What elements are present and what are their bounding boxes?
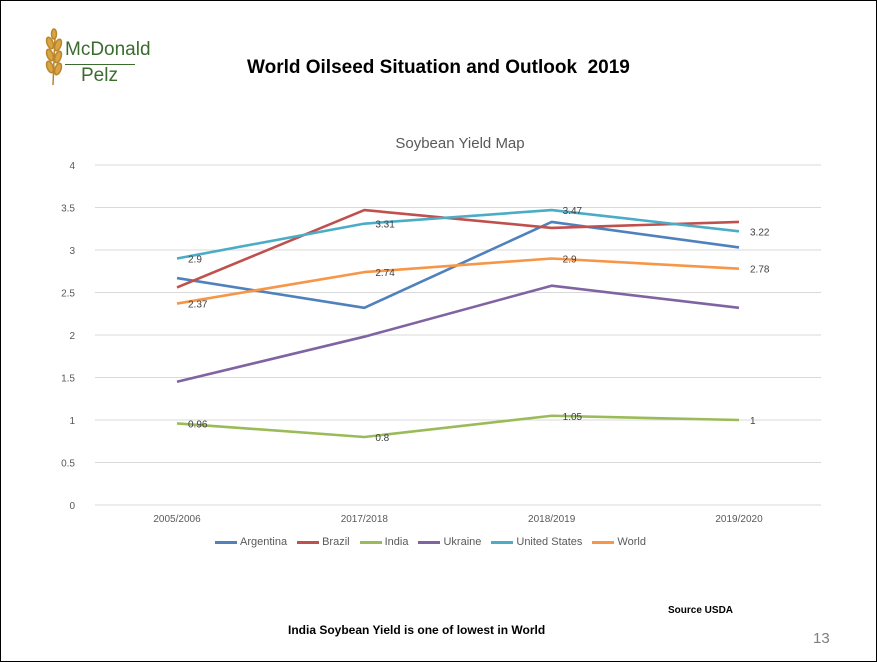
y-tick-label: 2.5 — [61, 289, 75, 300]
legend-label: Argentina — [240, 536, 288, 548]
data-label: 0.96 — [188, 419, 208, 430]
data-label: 0.8 — [375, 433, 389, 444]
y-tick-label: 3 — [69, 246, 75, 257]
wheat-logo-icon — [45, 28, 63, 86]
series-line-world — [176, 257, 740, 305]
logo-text-pelz: Pelz — [81, 65, 118, 86]
data-label: 1.05 — [563, 412, 583, 423]
data-label: 2.78 — [750, 265, 770, 276]
x-tick-label: 2005/2006 — [153, 514, 201, 525]
x-tick-label: 2018/2019 — [528, 514, 576, 525]
y-tick-label: 2 — [69, 331, 75, 342]
legend-item-india: India — [359, 536, 409, 548]
x-tick-label: 2017/2018 — [341, 514, 389, 525]
y-tick-label: 0.5 — [61, 459, 75, 470]
legend-item-argentina: Argentina — [215, 536, 287, 548]
legend-label: India — [384, 536, 409, 548]
legend-swatch — [359, 540, 382, 544]
logo-text-mcdonald: McDonald — [65, 39, 151, 60]
legend-label: United States — [516, 536, 583, 548]
legend-item-united-states: United States — [491, 536, 582, 548]
y-tick-label: 0 — [69, 501, 75, 512]
data-label: 2.9 — [188, 255, 202, 266]
legend-swatch — [297, 540, 320, 544]
slide-title: World Oilseed Situation and Outlook 2019 — [247, 57, 630, 78]
y-tick-label: 1 — [69, 416, 75, 427]
data-label: 3.47 — [563, 206, 583, 217]
legend-swatch — [592, 540, 615, 544]
y-tick-label: 1.5 — [61, 374, 75, 385]
legend-swatch — [418, 540, 441, 544]
series-line-india — [176, 414, 740, 439]
series-line-brazil — [176, 208, 740, 289]
data-label: 2.74 — [375, 268, 395, 279]
legend-label: Ukraine — [443, 536, 482, 548]
series-line-united-states — [176, 208, 740, 260]
data-label: 2.37 — [188, 300, 208, 311]
legend-item-ukraine: Ukraine — [418, 536, 481, 548]
legend-swatch — [491, 540, 514, 544]
data-label: 2.9 — [563, 255, 577, 266]
legend-label: Brazil — [322, 536, 350, 548]
legend-item-world: World — [592, 536, 646, 548]
chart-title: Soybean Yield Map — [395, 135, 524, 152]
legend-label: World — [617, 536, 646, 548]
legend-item-brazil: Brazil — [297, 536, 350, 548]
y-tick-label: 4 — [69, 161, 75, 172]
source-note: Source USDA — [668, 605, 734, 616]
chart-legend: Argentina Brazil India Ukraine United States… — [215, 536, 646, 548]
line-chart: Soybean Yield Map 0 0.5 1 1.5 2 2.5 3 3.5 4 2005/2… — [61, 135, 821, 525]
page-number: 13 — [813, 630, 830, 647]
series-line-ukraine — [176, 284, 740, 384]
x-tick-label: 2019/2020 — [715, 514, 763, 525]
legend-swatch — [215, 540, 237, 544]
y-tick-label: 3.5 — [61, 204, 75, 215]
data-label: 3.22 — [750, 227, 770, 238]
logo-divider — [65, 64, 135, 65]
data-label: 1 — [750, 416, 756, 427]
data-label: 3.31 — [375, 220, 395, 231]
footer-note: India Soybean Yield is one of lowest in … — [288, 623, 546, 637]
